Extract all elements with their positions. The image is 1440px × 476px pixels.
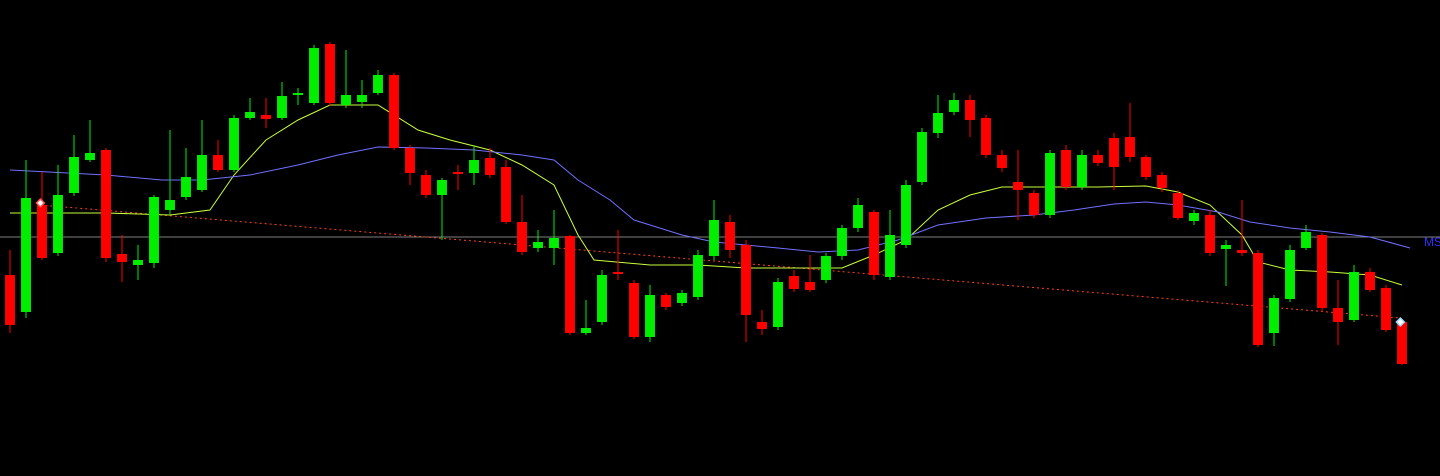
candle-body [725, 222, 735, 250]
candle-body [245, 112, 255, 118]
candle-body [101, 150, 111, 258]
candle-body [133, 260, 143, 265]
candle-body [37, 205, 47, 258]
candle-body [693, 255, 703, 297]
candle-body [805, 282, 815, 290]
candle-body [869, 212, 879, 275]
candle-body [757, 322, 767, 329]
candle-body [389, 75, 399, 148]
candle-body [437, 180, 447, 195]
candle-body [981, 118, 991, 155]
candle-body [1349, 272, 1359, 320]
candle-body [1173, 193, 1183, 218]
candle-body [917, 132, 927, 182]
candle-body [1141, 157, 1151, 177]
candle-body [1109, 138, 1119, 167]
candle-body [773, 282, 783, 327]
candle-body [181, 177, 191, 197]
candle-body [1381, 288, 1391, 330]
candle-body [341, 95, 351, 105]
candle-body [21, 198, 31, 312]
candle-body [405, 148, 415, 173]
candle-body [1317, 235, 1327, 308]
candle-body [501, 167, 511, 222]
candle-body [1237, 250, 1247, 253]
candle-body [213, 155, 223, 170]
candle-body [149, 197, 159, 263]
candle-body [581, 328, 591, 333]
candle-body [533, 242, 543, 248]
candle-body [1285, 250, 1295, 299]
candle-body [1221, 245, 1231, 249]
candle-body [197, 155, 207, 190]
candle-body [117, 254, 127, 262]
candle-body [1253, 253, 1263, 345]
signal-marker [1395, 316, 1406, 328]
candle-body [1061, 150, 1071, 187]
candle-body [453, 172, 463, 174]
candle-body [1077, 155, 1087, 187]
candle-body [469, 160, 479, 173]
candle-body [517, 222, 527, 252]
candle-body [485, 158, 495, 175]
candle-body [645, 295, 655, 337]
candle-body [677, 293, 687, 303]
moving-average [10, 104, 1403, 286]
candle-body [1397, 322, 1407, 364]
indicator-label: MS [1424, 235, 1440, 249]
candle-body [229, 118, 239, 170]
candle-body [1205, 215, 1215, 253]
candle-body [1093, 155, 1103, 163]
candle-body [549, 238, 559, 248]
candle-body [85, 153, 95, 160]
candle-body [565, 236, 575, 333]
candle-body [1125, 137, 1135, 157]
candle-body [309, 48, 319, 103]
candle-body [837, 228, 847, 256]
candle-body [821, 256, 831, 280]
candle-body [261, 115, 271, 119]
candle-body [613, 272, 623, 274]
candle-body [661, 295, 671, 307]
candle-body [277, 96, 287, 118]
candle-body [1157, 175, 1167, 188]
candle-body [53, 195, 63, 253]
candle-body [789, 276, 799, 289]
candle-body [325, 44, 335, 103]
candle-body [1045, 153, 1055, 215]
candle-body [997, 155, 1007, 168]
trend-line [40, 204, 1401, 319]
candle-body [1301, 232, 1311, 248]
candle-body [69, 157, 79, 193]
candle-body [293, 93, 303, 95]
candle-body [1013, 182, 1023, 190]
candle-body [949, 100, 959, 112]
candle-body [901, 185, 911, 245]
candle-body [1029, 193, 1039, 215]
candle-body [373, 75, 383, 93]
candle-body [885, 235, 895, 277]
candle-body [709, 220, 719, 256]
candle-body [421, 175, 431, 195]
candle-body [741, 245, 751, 315]
candle-body [5, 275, 15, 325]
candle-body [1189, 213, 1199, 221]
candle-body [965, 100, 975, 120]
candle-body [853, 205, 863, 228]
candle-body [1333, 308, 1343, 322]
candle-body [1365, 272, 1375, 290]
candle-body [165, 200, 175, 210]
candle-body [597, 275, 607, 322]
candle-body [1269, 298, 1279, 333]
candle-body [933, 113, 943, 133]
candle-body [357, 95, 367, 102]
signal-marker [35, 197, 46, 209]
candle-body [629, 283, 639, 337]
